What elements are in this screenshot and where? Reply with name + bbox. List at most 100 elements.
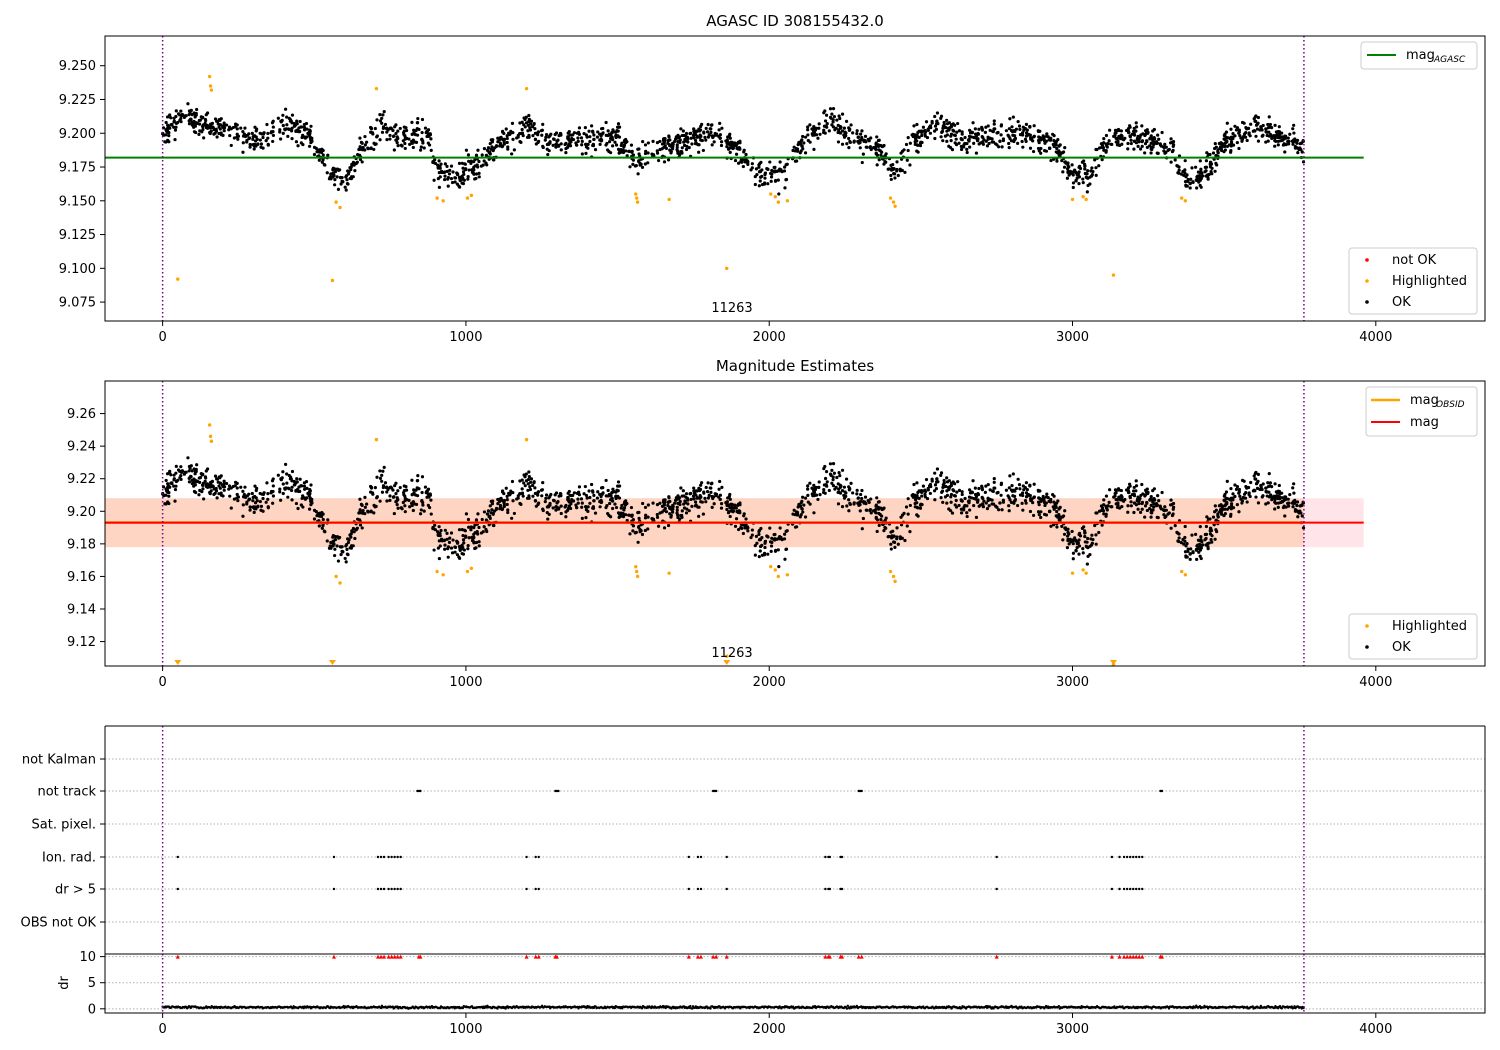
ok-point — [1225, 479, 1229, 483]
ok-point — [616, 122, 621, 126]
ok-point — [554, 505, 558, 509]
ok-point — [256, 142, 260, 146]
ok-point — [215, 496, 219, 500]
ok-point — [378, 113, 382, 117]
ok-point — [869, 511, 873, 515]
ok-point — [301, 505, 305, 509]
ok-point — [1055, 146, 1059, 150]
ok-point — [202, 136, 206, 140]
ok-point — [437, 556, 442, 561]
flag-point — [332, 887, 336, 891]
ok-point — [774, 178, 778, 183]
ok-point — [940, 129, 945, 133]
ok-point — [172, 484, 176, 488]
ok-point — [916, 490, 920, 495]
ok-point — [247, 132, 251, 136]
ok-point — [354, 161, 358, 165]
ok-point — [520, 127, 524, 132]
ok-point — [875, 496, 879, 500]
ok-point — [1115, 498, 1120, 502]
ok-point — [838, 116, 842, 121]
ok-point — [730, 143, 734, 148]
ok-point — [1077, 552, 1081, 556]
ok-point — [874, 504, 878, 508]
ok-point — [992, 486, 996, 490]
ok-point — [536, 490, 541, 494]
ok-point — [351, 544, 355, 548]
ok-point — [738, 503, 742, 507]
ok-point — [1206, 177, 1210, 181]
ok-point — [1291, 505, 1295, 509]
ok-point — [741, 531, 745, 536]
flag-point — [1128, 887, 1132, 891]
ok-point — [1094, 173, 1098, 177]
ok-point — [516, 135, 520, 139]
ok-point — [308, 489, 312, 493]
highlighted-point — [208, 434, 213, 439]
ok-point — [677, 497, 681, 501]
highlighted-point — [1180, 196, 1184, 200]
ok-point — [985, 507, 990, 511]
ok-point — [777, 192, 781, 196]
ok-point — [201, 487, 205, 491]
ok-point — [662, 141, 666, 145]
ok-point — [1299, 503, 1303, 508]
ok-point — [455, 553, 460, 557]
ok-point — [1293, 139, 1297, 143]
ok-point — [1067, 532, 1071, 536]
ok-point — [1074, 171, 1079, 175]
ok-point — [702, 490, 706, 494]
ok-point — [320, 526, 324, 530]
ok-point — [711, 135, 715, 140]
ok-point — [1256, 472, 1261, 476]
ok-point — [576, 139, 580, 143]
magnitude-panel-title: Magnitude Estimates — [716, 357, 874, 375]
ok-point — [1222, 150, 1226, 154]
ok-point — [241, 150, 245, 154]
ok-point — [533, 499, 538, 503]
ok-point — [580, 516, 584, 520]
ok-point — [631, 158, 636, 162]
ok-point — [271, 139, 275, 144]
ok-point — [1013, 489, 1017, 493]
ok-point — [1154, 140, 1159, 144]
ok-point — [290, 498, 294, 502]
ok-point — [730, 141, 734, 145]
ok-point — [194, 121, 198, 126]
ok-point — [403, 146, 407, 151]
ok-point — [219, 117, 223, 121]
ok-point — [577, 130, 581, 134]
ok-point — [553, 132, 557, 137]
ok-point — [422, 146, 426, 150]
ok-point — [617, 125, 621, 129]
ok-point — [704, 500, 708, 504]
ok-point — [473, 523, 477, 527]
ok-point — [168, 469, 172, 473]
ok-point — [499, 135, 503, 139]
ok-point — [859, 499, 863, 504]
ok-point — [457, 555, 461, 559]
ok-point — [930, 477, 934, 481]
ok-point — [321, 512, 325, 516]
ok-point — [252, 142, 256, 147]
ok-point — [174, 479, 179, 484]
ok-point — [1145, 508, 1149, 513]
ok-point — [1008, 137, 1012, 141]
ok-point — [1199, 546, 1203, 550]
ok-point — [365, 140, 369, 144]
ok-point — [817, 126, 821, 130]
highlighted-point — [465, 196, 470, 200]
ok-point — [392, 148, 396, 152]
ok-point — [284, 462, 288, 466]
ok-point — [614, 143, 619, 147]
ok-point — [461, 166, 465, 170]
ok-point — [743, 158, 748, 162]
ok-point — [477, 544, 481, 548]
ok-point — [896, 173, 900, 178]
line-legend-2: mag OBSID mag — [1365, 386, 1478, 437]
dr-point — [342, 1004, 345, 1008]
ok-point — [496, 140, 500, 144]
ok-point — [261, 135, 265, 140]
ok-point — [398, 126, 402, 131]
ok-point — [930, 119, 934, 124]
